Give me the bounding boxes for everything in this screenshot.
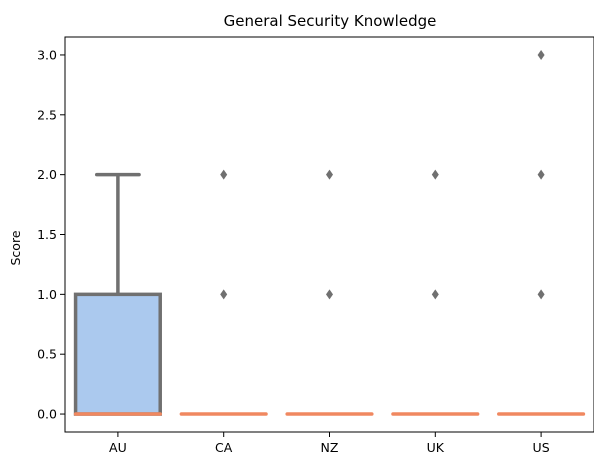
y-tick-label: 2.0 [37,167,57,182]
outlier-us [537,169,545,180]
x-tick-label: CA [215,440,233,455]
y-tick-label: 1.0 [37,287,57,302]
outlier-nz [326,289,333,300]
y-tick-label: 3.0 [37,47,57,62]
outlier-nz [326,169,333,180]
outlier-us [537,289,545,300]
x-tick-label: US [533,440,550,455]
y-tick-label: 1.5 [37,227,57,242]
x-tick-label: UK [427,440,445,455]
outlier-us [537,49,545,60]
chart-title: General Security Knowledge [224,12,437,30]
outlier-ca [220,289,228,300]
x-tick-label: AU [109,440,127,455]
axes-frame [64,36,594,433]
x-tick-label: NZ [321,440,339,455]
outlier-ca [220,169,228,180]
y-tick-label: 0.5 [37,347,57,362]
outlier-uk [431,169,439,180]
y-tick-label: 2.5 [37,107,57,122]
outlier-uk [431,289,439,300]
y-axis-label: Score [8,230,23,265]
plot-area: 0.0 0.5 1.0 1.5 2.0 2.5 3.0 AU CA NZ UK US [37,47,586,455]
box-au [73,292,162,416]
y-tick-label: 0.0 [37,407,57,422]
